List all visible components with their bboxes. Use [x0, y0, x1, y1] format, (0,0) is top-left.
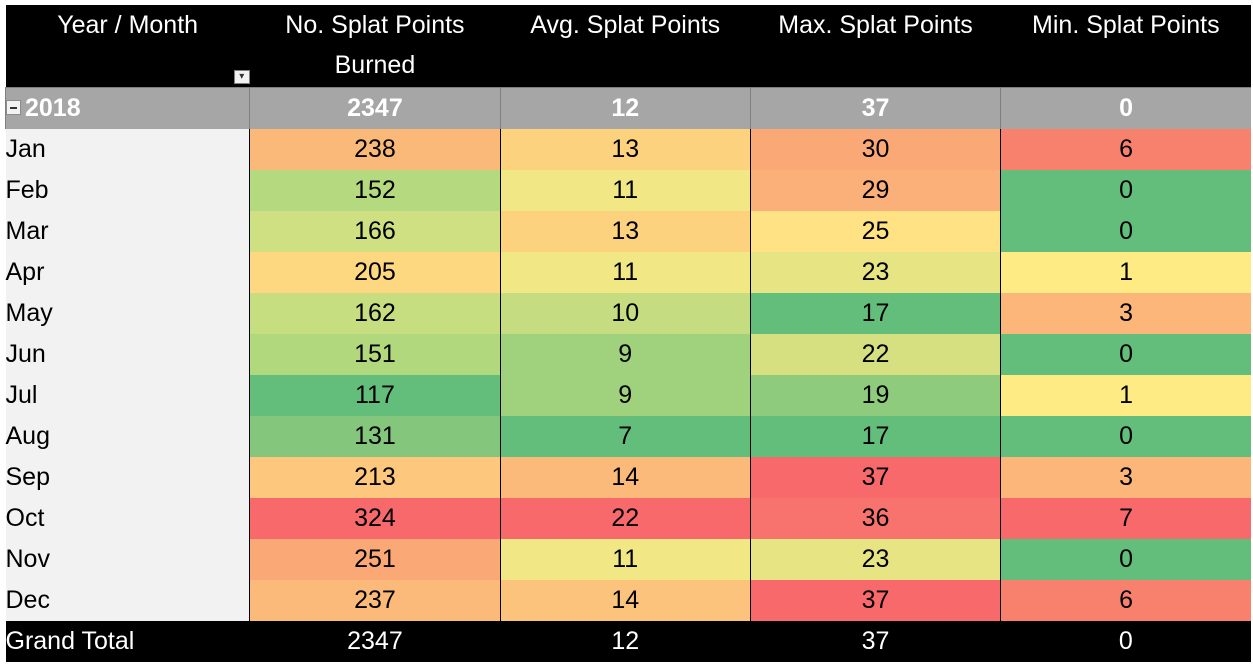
- month-min-cell: 0: [1000, 334, 1251, 375]
- year-label-cell[interactable]: 2018: [4, 87, 250, 129]
- collapse-icon[interactable]: [6, 99, 21, 115]
- year-min-cell: 0: [1000, 87, 1251, 129]
- grand-total-min: 0: [1000, 621, 1251, 662]
- month-max-cell: 29: [749, 170, 1001, 211]
- header-col1-line1: No. Splat Points: [285, 11, 465, 39]
- month-max-cell: 37: [749, 457, 1001, 498]
- month-count-cell: 131: [249, 416, 501, 457]
- month-avg-cell: 22: [499, 498, 751, 539]
- month-max-cell: 37: [749, 580, 1001, 621]
- header-avg-splat-points: Avg. Splat Points: [500, 5, 751, 88]
- month-avg-cell: 7: [499, 416, 751, 457]
- month-min-cell: 1: [1000, 375, 1251, 416]
- month-min-cell: 0: [1000, 211, 1251, 252]
- header-splat-points-burned: No. Splat Points Burned: [249, 5, 501, 88]
- month-avg-cell: 11: [499, 170, 751, 211]
- month-min-cell: 3: [1000, 457, 1251, 498]
- month-avg-cell: 13: [499, 129, 751, 170]
- month-row: Jan 238 13 30 6: [5, 129, 1251, 170]
- month-min-cell: 0: [1000, 170, 1251, 211]
- month-row: Jun 151 9 22 0: [5, 334, 1251, 375]
- month-min-cell: 7: [1000, 498, 1251, 539]
- month-min-cell: 3: [1000, 293, 1251, 334]
- month-avg-cell: 11: [499, 539, 751, 580]
- month-label[interactable]: Jul: [5, 375, 250, 416]
- year-row: 2018 2347 12 37 0: [4, 87, 1251, 129]
- month-row: Jul 117 9 19 1: [5, 375, 1251, 416]
- month-label[interactable]: Mar: [5, 211, 250, 252]
- grand-total-row: Grand Total 2347 12 37 0: [5, 621, 1251, 662]
- month-label[interactable]: May: [5, 293, 250, 334]
- month-row: Feb 152 11 29 0: [5, 170, 1251, 211]
- month-row: Apr 205 11 23 1: [5, 252, 1251, 293]
- month-count-cell: 238: [249, 129, 501, 170]
- month-label[interactable]: Sep: [5, 457, 250, 498]
- month-label[interactable]: Aug: [5, 416, 250, 457]
- month-label[interactable]: Feb: [5, 170, 250, 211]
- year-max-cell: 37: [749, 87, 1001, 129]
- grand-total-max: 37: [750, 621, 1001, 662]
- month-count-cell: 251: [249, 539, 501, 580]
- header-year-month-label: Year / Month: [57, 11, 199, 39]
- month-max-cell: 36: [749, 498, 1001, 539]
- pivot-table: Year / Month ▾ No. Splat Points Burned A…: [4, 5, 1251, 662]
- month-row: Sep 213 14 37 3: [5, 457, 1251, 498]
- month-min-cell: 0: [1000, 539, 1251, 580]
- month-max-cell: 17: [749, 416, 1001, 457]
- month-row: Oct 324 22 36 7: [5, 498, 1251, 539]
- month-min-cell: 1: [1000, 252, 1251, 293]
- month-count-cell: 213: [249, 457, 501, 498]
- grand-total-count: 2347: [249, 621, 501, 662]
- month-label[interactable]: Jun: [5, 334, 250, 375]
- header-row: Year / Month ▾ No. Splat Points Burned A…: [5, 5, 1251, 88]
- month-avg-cell: 9: [499, 334, 751, 375]
- month-count-cell: 162: [249, 293, 501, 334]
- month-count-cell: 151: [249, 334, 501, 375]
- month-max-cell: 19: [749, 375, 1001, 416]
- month-label[interactable]: Apr: [5, 252, 250, 293]
- month-max-cell: 22: [749, 334, 1001, 375]
- month-max-cell: 25: [749, 211, 1001, 252]
- month-min-cell: 6: [1000, 129, 1251, 170]
- grand-total-label: Grand Total: [5, 621, 250, 662]
- month-label[interactable]: Nov: [5, 539, 250, 580]
- month-max-cell: 23: [749, 252, 1001, 293]
- month-max-cell: 30: [749, 129, 1001, 170]
- month-min-cell: 6: [1000, 580, 1251, 621]
- month-count-cell: 237: [249, 580, 501, 621]
- month-count-cell: 324: [249, 498, 501, 539]
- month-label[interactable]: Dec: [5, 580, 250, 621]
- month-row: Aug 131 7 17 0: [5, 416, 1251, 457]
- month-count-cell: 166: [249, 211, 501, 252]
- month-max-cell: 17: [749, 293, 1001, 334]
- year-label: 2018: [25, 94, 81, 122]
- month-row: Mar 166 13 25 0: [5, 211, 1251, 252]
- year-count-cell: 2347: [249, 87, 501, 129]
- month-avg-cell: 13: [499, 211, 751, 252]
- filter-dropdown-icon[interactable]: ▾: [233, 70, 250, 84]
- month-label[interactable]: Jan: [5, 129, 250, 170]
- header-min-splat-points: Min. Splat Points: [1000, 5, 1251, 88]
- month-count-cell: 205: [249, 252, 501, 293]
- month-row: Nov 251 11 23 0: [5, 539, 1251, 580]
- grand-total-avg: 12: [500, 621, 751, 662]
- year-avg-cell: 12: [499, 87, 751, 129]
- month-label[interactable]: Oct: [5, 498, 250, 539]
- header-max-splat-points: Max. Splat Points: [750, 5, 1001, 88]
- month-count-cell: 117: [249, 375, 501, 416]
- month-avg-cell: 14: [499, 580, 751, 621]
- month-row: May 162 10 17 3: [5, 293, 1251, 334]
- header-year-month[interactable]: Year / Month ▾: [5, 5, 250, 88]
- month-min-cell: 0: [1000, 416, 1251, 457]
- month-avg-cell: 10: [499, 293, 751, 334]
- month-avg-cell: 11: [499, 252, 751, 293]
- month-count-cell: 152: [249, 170, 501, 211]
- header-col1-line2: Burned: [334, 51, 416, 79]
- month-max-cell: 23: [749, 539, 1001, 580]
- month-row: Dec 237 14 37 6: [5, 580, 1251, 621]
- month-avg-cell: 14: [499, 457, 751, 498]
- month-avg-cell: 9: [499, 375, 751, 416]
